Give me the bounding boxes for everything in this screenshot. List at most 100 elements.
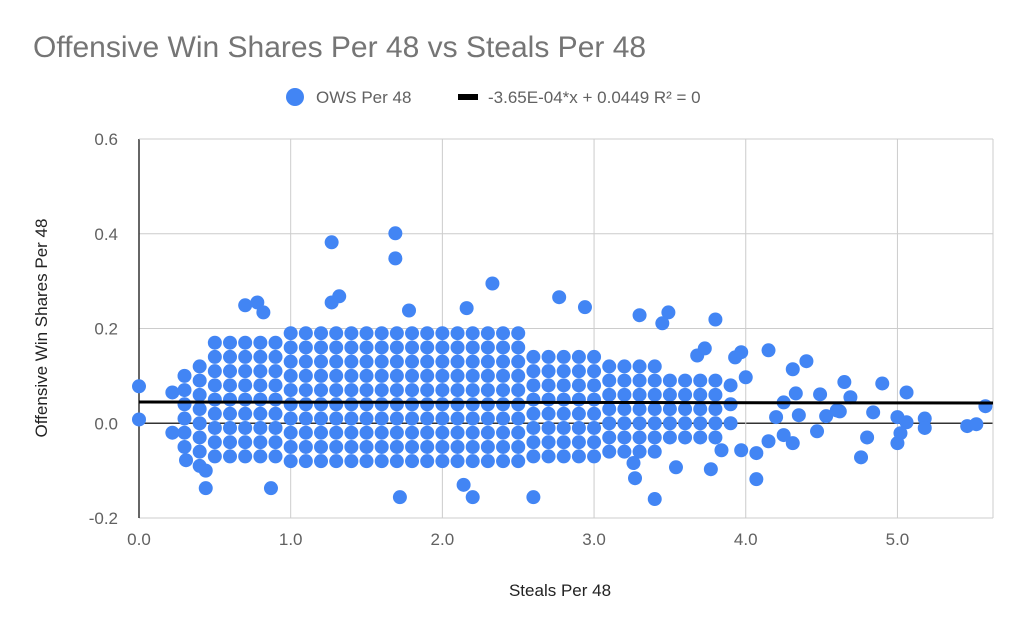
data-point — [662, 387, 677, 402]
data-point — [899, 385, 914, 400]
data-point — [708, 402, 723, 417]
data-point — [556, 406, 571, 421]
y-tick-label: 0.4 — [94, 225, 118, 244]
data-point — [602, 359, 617, 374]
data-point — [761, 343, 776, 358]
data-point — [450, 340, 465, 355]
data-point — [223, 378, 238, 393]
data-point — [465, 397, 480, 412]
data-point — [192, 430, 207, 445]
data-point — [314, 439, 329, 454]
data-point — [465, 354, 480, 369]
data-point — [283, 368, 298, 383]
data-point — [450, 454, 465, 469]
x-tick-label: 3.0 — [582, 530, 606, 549]
data-point — [253, 335, 268, 350]
data-point — [662, 373, 677, 388]
data-point — [541, 364, 556, 379]
data-point — [253, 406, 268, 421]
data-point — [389, 354, 404, 369]
data-point — [420, 439, 435, 454]
data-point — [541, 420, 556, 435]
gridlines — [138, 138, 994, 519]
data-point — [314, 326, 329, 341]
data-point — [298, 383, 313, 398]
data-point — [435, 383, 450, 398]
data-point — [374, 383, 389, 398]
data-point — [602, 402, 617, 417]
data-point — [511, 411, 526, 426]
data-point — [860, 430, 875, 445]
data-point — [192, 373, 207, 388]
data-point — [480, 397, 495, 412]
data-point — [238, 449, 253, 464]
data-point — [632, 430, 647, 445]
data-point — [223, 392, 238, 407]
data-point — [480, 411, 495, 426]
data-point — [283, 454, 298, 469]
legend-series-label: OWS Per 48 — [316, 88, 411, 107]
data-point — [511, 354, 526, 369]
legend-trendline-label: -3.65E-04*x + 0.0449 R² = 0 — [488, 88, 701, 107]
data-point — [496, 326, 511, 341]
data-point — [678, 402, 693, 417]
data-point — [344, 354, 359, 369]
data-point — [298, 340, 313, 355]
data-point — [253, 378, 268, 393]
data-point — [420, 368, 435, 383]
data-point — [708, 387, 723, 402]
data-point — [207, 335, 222, 350]
data-point — [662, 430, 677, 445]
data-point — [799, 354, 814, 369]
data-point — [253, 435, 268, 450]
data-point — [192, 416, 207, 431]
data-point — [541, 406, 556, 421]
data-point — [541, 378, 556, 393]
data-point — [556, 364, 571, 379]
data-point — [268, 392, 283, 407]
data-point — [324, 235, 339, 250]
data-point — [556, 392, 571, 407]
data-point — [374, 454, 389, 469]
data-point — [697, 341, 712, 356]
data-point — [389, 411, 404, 426]
data-point — [283, 354, 298, 369]
data-point — [283, 397, 298, 412]
data-point — [314, 368, 329, 383]
data-point — [571, 378, 586, 393]
data-point — [359, 439, 374, 454]
trendline — [138, 400, 994, 405]
data-point — [875, 376, 890, 391]
data-point — [450, 439, 465, 454]
data-point — [405, 368, 420, 383]
data-point — [617, 402, 632, 417]
data-point — [511, 454, 526, 469]
data-point — [678, 387, 693, 402]
data-point — [541, 349, 556, 364]
data-point — [693, 373, 708, 388]
data-point — [632, 444, 647, 459]
data-point — [465, 326, 480, 341]
data-point — [329, 368, 344, 383]
data-point — [526, 490, 541, 505]
data-point — [708, 430, 723, 445]
data-point — [329, 454, 344, 469]
data-point — [708, 416, 723, 431]
data-point — [769, 410, 784, 425]
data-point — [678, 430, 693, 445]
data-point — [268, 406, 283, 421]
data-point — [917, 420, 932, 435]
data-point — [298, 397, 313, 412]
data-point — [526, 449, 541, 464]
data-point — [480, 340, 495, 355]
data-point — [298, 354, 313, 369]
data-point — [420, 340, 435, 355]
data-point — [496, 368, 511, 383]
data-point — [511, 340, 526, 355]
data-point — [268, 364, 283, 379]
data-point — [893, 426, 908, 441]
data-point — [662, 402, 677, 417]
x-tick-label: 1.0 — [279, 530, 303, 549]
data-point — [632, 359, 647, 374]
